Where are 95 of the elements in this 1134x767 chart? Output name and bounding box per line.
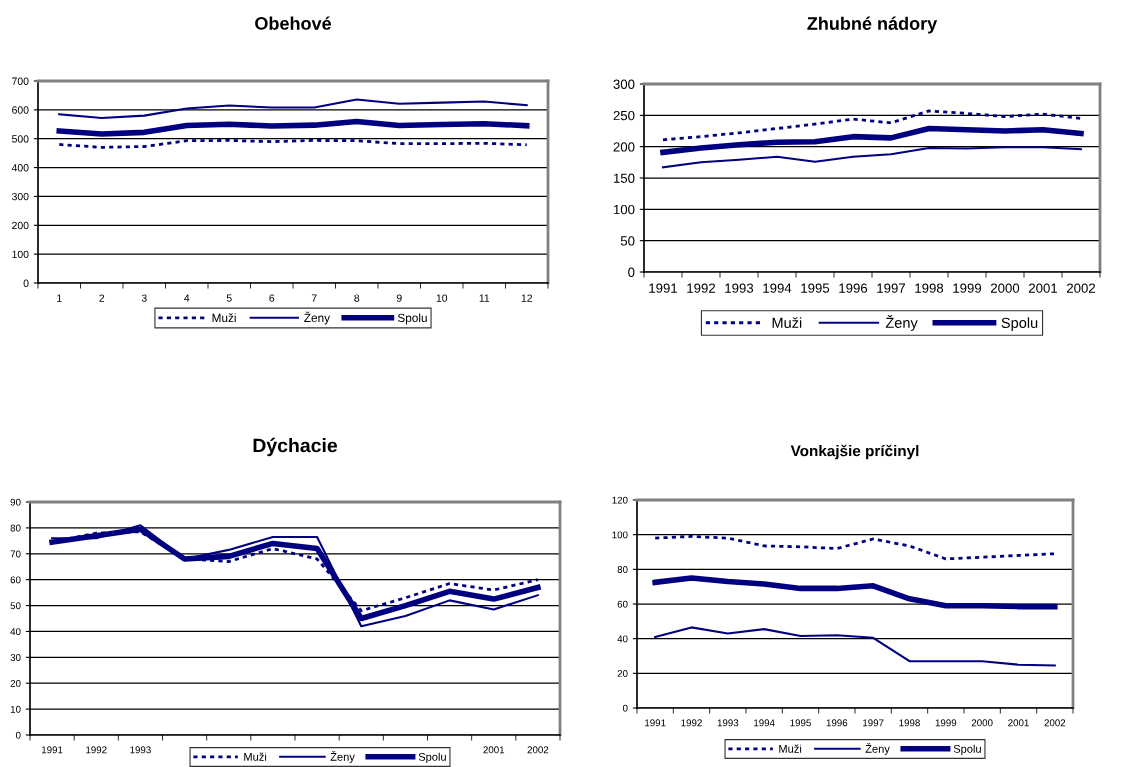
x-tick-label: 1995: [790, 719, 811, 727]
x-tick-label: 12: [521, 294, 533, 302]
x-tick-label: 1996: [826, 719, 848, 727]
x-tick-label: 8: [354, 294, 360, 302]
legend-label: Ženy: [304, 311, 331, 325]
x-tick-label: 7: [311, 294, 317, 302]
x-tick-label: 2000: [971, 719, 993, 727]
y-tick-label: 400: [11, 164, 29, 172]
chart-title: Obehové: [255, 16, 332, 30]
x-tick-label: 1992: [681, 719, 702, 727]
x-tick-label: 3: [141, 294, 147, 302]
x-tick-label: 5: [226, 294, 232, 302]
x-tick-label: 9: [396, 294, 402, 302]
y-tick-label: 0: [15, 731, 21, 739]
x-tick-label: 1997: [863, 719, 884, 727]
y-tick-label: 20: [10, 679, 21, 687]
x-tick-label: 1992: [687, 283, 716, 293]
x-tick-label: 1994: [754, 719, 775, 727]
chart-title: Vonkajšie príčinyl: [790, 444, 919, 460]
x-tick-label: 1991: [645, 719, 666, 727]
x-tick-label: 2000: [990, 283, 1020, 293]
x-tick-label: 1991: [649, 283, 678, 293]
line-series: [58, 98, 528, 119]
y-tick-label: 120: [612, 496, 628, 504]
legend-label: Muži: [244, 752, 267, 761]
x-tick-label: 1992: [86, 746, 107, 754]
y-tick-label: 700: [12, 77, 29, 85]
legend-label: Ženy: [330, 750, 355, 764]
y-tick-label: 40: [10, 628, 21, 636]
y-tick-label: 100: [12, 250, 29, 259]
y-tick-label: 50: [620, 236, 635, 246]
legend-label: Ženy: [885, 315, 918, 331]
x-tick-label: 1999: [935, 719, 957, 727]
y-tick-label: 100: [612, 531, 628, 539]
line-series: [57, 139, 529, 149]
y-tick-label: 200: [613, 142, 635, 152]
legend-label: Spolu: [418, 752, 446, 764]
y-tick-label: 50: [10, 602, 21, 610]
x-tick-label: 2001: [483, 746, 505, 754]
x-tick-label: 1994: [763, 283, 792, 293]
x-tick-label: 1999: [953, 283, 982, 293]
x-tick-label: 1993: [717, 719, 739, 727]
y-tick-label: 60: [617, 600, 628, 608]
legend-label: Muži: [779, 744, 802, 753]
y-tick-label: 300: [613, 79, 635, 89]
y-tick-label: 600: [12, 106, 29, 114]
chart-title: Dýchacie: [253, 437, 338, 457]
x-tick-label: 11: [479, 294, 490, 302]
y-tick-label: 0: [622, 704, 628, 712]
y-tick-label: 100: [613, 204, 635, 215]
x-tick-label: 1993: [130, 746, 151, 754]
legend-label: Spolu: [953, 744, 981, 756]
y-tick-label: 150: [613, 173, 635, 183]
y-tick-label: 20: [617, 670, 628, 677]
x-tick-label: 1996: [839, 283, 868, 293]
y-tick-label: 0: [628, 267, 635, 277]
y-tick-label: 250: [613, 110, 635, 121]
x-tick-label: 10: [436, 294, 448, 302]
x-tick-label: 2001: [1008, 719, 1029, 727]
x-tick-label: 1998: [915, 283, 944, 293]
y-tick-label: 10: [10, 705, 21, 713]
x-tick-label: 1: [57, 294, 62, 302]
y-tick-label: 0: [23, 279, 29, 287]
x-tick-label: 2002: [527, 746, 549, 754]
x-tick-label: 1995: [801, 283, 830, 293]
y-tick-label: 30: [10, 654, 21, 661]
y-tick-label: 500: [12, 135, 29, 143]
x-tick-label: 1991: [42, 746, 63, 754]
legend-label: Ženy: [865, 742, 890, 756]
x-tick-label: 6: [269, 294, 275, 302]
legend-label: Muži: [772, 317, 802, 328]
y-tick-label: 300: [11, 192, 29, 201]
y-tick-label: 80: [10, 524, 21, 532]
legend-label: Spolu: [1001, 317, 1038, 331]
y-tick-label: 70: [10, 550, 21, 558]
x-tick-label: 2001: [1028, 283, 1058, 293]
line-series: [653, 535, 1057, 561]
y-tick-label: 90: [10, 498, 21, 506]
y-tick-label: 200: [12, 221, 29, 230]
x-tick-label: 2: [99, 294, 105, 302]
legend-label: Spolu: [397, 313, 427, 325]
legend-label: Muži: [212, 313, 236, 323]
line-series: [661, 109, 1083, 142]
y-tick-label: 80: [617, 566, 628, 573]
y-tick-label: 40: [617, 635, 628, 643]
x-tick-label: 1997: [877, 283, 906, 293]
x-tick-label: 4: [184, 294, 190, 302]
line-series: [654, 626, 1056, 667]
x-tick-label: 1998: [899, 719, 920, 727]
x-tick-label: 2002: [1066, 283, 1096, 293]
y-tick-label: 60: [10, 576, 21, 584]
line-series: [661, 146, 1083, 169]
chart-title: Zhubné nádory: [807, 16, 938, 34]
x-tick-label: 2002: [1044, 719, 1066, 727]
x-tick-label: 1993: [725, 283, 754, 293]
